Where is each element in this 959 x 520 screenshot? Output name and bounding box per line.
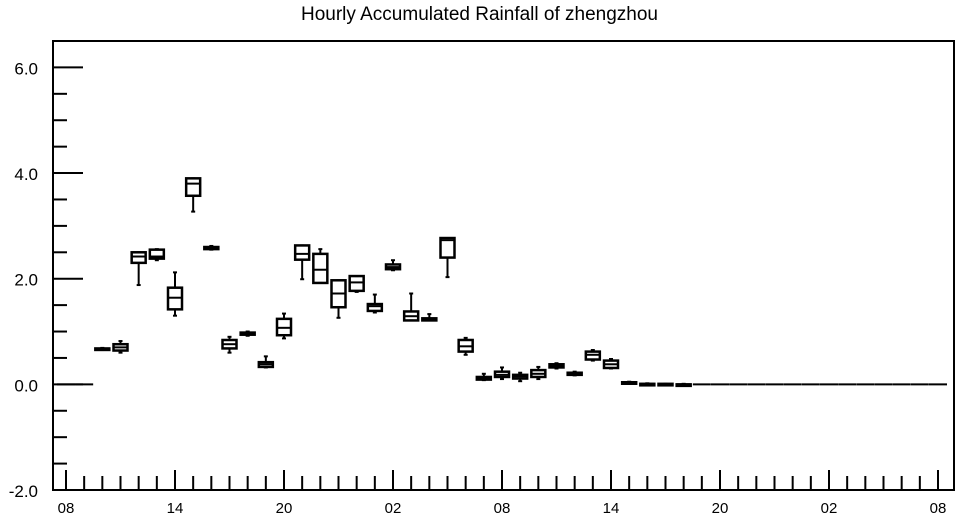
box-plot-item (384, 259, 402, 272)
y-tick-label: 6.0 (14, 59, 38, 78)
box-body (348, 274, 365, 293)
x-tick-label: 14 (603, 500, 620, 517)
chart-title: Hourly Accumulated Rainfall of zhengzhou (301, 4, 658, 25)
box-plot-item (457, 336, 474, 356)
box-plot-item (94, 346, 111, 352)
box-body (130, 251, 147, 265)
x-tick-label: 20 (276, 500, 293, 517)
box-plot-item (130, 251, 147, 287)
box-plot-item (402, 292, 420, 322)
box-plot-item (620, 380, 638, 385)
box-body (293, 244, 311, 261)
box-plot-item (530, 365, 547, 381)
box-plot-item (602, 357, 620, 370)
y-axis: 6.0 4.0 2.0 0.0 -2.0 (9, 40, 83, 501)
box-series (57, 177, 947, 388)
box-plot-item (330, 279, 347, 319)
box-body (148, 248, 166, 260)
box-plot-item (112, 340, 129, 354)
box-plot-item (257, 355, 275, 369)
box-body (184, 177, 202, 198)
box-plot-item (439, 236, 456, 279)
box-plot-item (221, 335, 238, 354)
y-tick-label: -2.0 (9, 482, 38, 501)
x-tick-label: 14 (167, 500, 184, 517)
x-tick-label: 08 (58, 500, 75, 517)
box-body (366, 302, 384, 313)
box-plot-item (657, 382, 674, 387)
y-tick-label: 2.0 (14, 271, 38, 290)
box-plot-item (639, 382, 656, 387)
box-plot-item (312, 248, 329, 285)
box-plot-item (166, 271, 184, 317)
box-plot-item (584, 349, 602, 362)
box-body (312, 252, 329, 285)
box-body (439, 236, 456, 259)
x-tick-label: 08 (930, 500, 947, 517)
box-plot-item (366, 293, 384, 314)
x-tick-label: 02 (385, 500, 402, 517)
box-plot-item (184, 177, 202, 213)
box-plot-item (203, 244, 220, 251)
box-plot-item (675, 382, 692, 388)
box-plot-item (275, 312, 293, 340)
y-tick-label: 4.0 (14, 165, 38, 184)
box-plot-item (475, 372, 493, 382)
x-axis: 08 14 20 02 08 14 20 02 08 (58, 470, 947, 517)
plot-frame (52, 40, 955, 491)
box-plot-item (239, 330, 256, 337)
y-tick-label: 0.0 (14, 376, 38, 395)
box-plot-item (493, 366, 511, 381)
box-plot-item (293, 244, 311, 281)
x-tick-label: 02 (821, 500, 838, 517)
box-plot-item (348, 274, 365, 293)
box-plot-item (148, 248, 166, 262)
box-plot-item (548, 362, 565, 370)
box-plot-item (566, 370, 583, 377)
x-tick-label: 08 (494, 500, 511, 517)
box-plot-item (511, 371, 529, 383)
box-plot-item (421, 313, 438, 322)
x-tick-label: 20 (712, 500, 729, 517)
